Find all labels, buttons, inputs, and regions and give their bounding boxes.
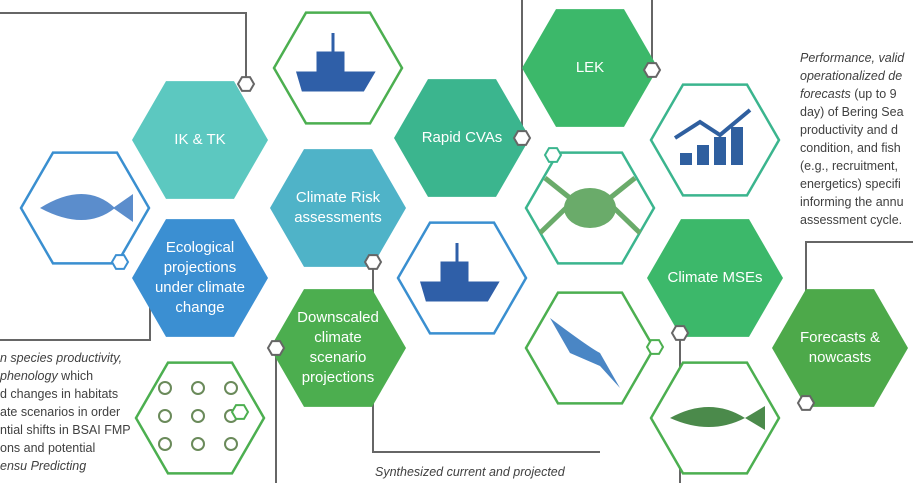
hexagon xyxy=(394,79,530,197)
hexagon xyxy=(522,9,658,127)
note-line: ntial shifts in BSAI FMP xyxy=(0,423,130,437)
icon xyxy=(714,137,726,165)
bottom-note: Synthesized current and projected xyxy=(375,465,566,479)
node-label: nowcasts xyxy=(809,349,872,366)
icon xyxy=(224,437,238,451)
note-line: ensu Predicting xyxy=(0,459,86,473)
icon xyxy=(564,188,616,228)
icon xyxy=(158,381,172,395)
hexagon xyxy=(134,361,266,475)
icon-hex xyxy=(19,151,151,265)
node-label: projections xyxy=(164,259,237,276)
node-label: Climate Risk xyxy=(296,189,381,206)
icon-hex xyxy=(524,291,656,405)
marker-hex xyxy=(236,76,256,92)
node: LEK xyxy=(522,9,658,127)
node-label: LEK xyxy=(576,59,604,76)
note-line: n species productivity, xyxy=(0,351,122,365)
marker-hex xyxy=(266,340,286,356)
node-label: assessments xyxy=(294,209,382,226)
icon xyxy=(191,381,205,395)
marker-hex xyxy=(796,395,816,411)
icon xyxy=(731,127,743,165)
note-line: productivity and d xyxy=(800,123,898,137)
icon-hex xyxy=(524,151,656,265)
marker-hex xyxy=(110,254,130,270)
note-line: ons and potential xyxy=(0,441,95,455)
node-label: Downscaled xyxy=(297,309,379,326)
note-line: ate scenarios in order xyxy=(0,405,120,419)
icon-hex xyxy=(272,11,404,125)
icon xyxy=(697,145,709,165)
icon xyxy=(158,437,172,451)
icon xyxy=(224,381,238,395)
node-label: projections xyxy=(302,369,375,386)
icon xyxy=(419,243,500,302)
node-label: Rapid CVAs xyxy=(422,129,503,146)
hexagon xyxy=(270,149,406,267)
node-label: climate xyxy=(314,329,362,346)
icon-hex xyxy=(649,83,781,197)
node: IK & TK xyxy=(132,81,268,199)
node: Rapid CVAs xyxy=(394,79,530,197)
note-line: d changes in habitats xyxy=(0,387,118,401)
icon xyxy=(680,153,692,165)
node: Downscaled climate scenario projections xyxy=(270,289,406,407)
hexagon xyxy=(270,289,406,407)
hexagon xyxy=(772,289,908,407)
connector xyxy=(0,290,151,341)
icon xyxy=(191,437,205,451)
hexagon xyxy=(132,81,268,199)
note-line: assessment cycle. xyxy=(800,213,902,227)
left-note: n species productivity, phenology which … xyxy=(0,351,134,473)
note-line: energetics) specifi xyxy=(800,177,901,191)
icon xyxy=(191,409,205,423)
node-label: change xyxy=(175,299,224,316)
right-note: Performance, valid operationalized de fo… xyxy=(800,51,908,227)
note-line: condition, and fish xyxy=(800,141,901,155)
icon-hex xyxy=(649,361,781,475)
note-line: Performance, valid xyxy=(800,51,905,65)
connector xyxy=(0,12,247,84)
icon xyxy=(40,194,133,222)
node-label: Forecasts & xyxy=(800,329,880,346)
icon xyxy=(158,409,172,423)
marker-hex xyxy=(363,254,383,270)
node-label: IK & TK xyxy=(174,131,225,148)
marker-hex xyxy=(670,325,690,341)
marker-hex xyxy=(543,147,563,163)
hexagon xyxy=(647,219,783,337)
note-line: phenology xyxy=(0,369,58,383)
node: Ecological projections under climate change xyxy=(132,219,268,337)
marker-hex xyxy=(645,339,665,355)
node-label: Ecological xyxy=(166,239,234,256)
node: Climate MSEs xyxy=(647,219,783,337)
marker-hex xyxy=(230,404,250,420)
icon xyxy=(670,406,765,430)
icon-hex xyxy=(396,221,528,335)
marker-hex xyxy=(512,130,532,146)
node-label: scenario xyxy=(310,349,367,366)
note-line: forecasts xyxy=(800,87,851,101)
icon xyxy=(295,33,376,92)
node: Climate Risk assessments xyxy=(270,149,406,267)
icon xyxy=(538,176,642,235)
marker-hex xyxy=(642,62,662,78)
icon-hex xyxy=(134,361,266,475)
icon xyxy=(673,108,752,140)
node-label: under climate xyxy=(155,279,245,296)
note-line: day) of Bering Sea xyxy=(800,105,904,119)
note-line: (up to 9 xyxy=(851,87,897,101)
node-label: Climate MSEs xyxy=(667,269,762,286)
node: Forecasts & nowcasts xyxy=(772,289,908,407)
note-line: informing the annu xyxy=(800,195,904,209)
note-line: which xyxy=(58,369,93,383)
hexagon xyxy=(132,219,268,337)
note-line: operationalized de xyxy=(800,69,902,83)
icon xyxy=(550,318,620,388)
note-line: (e.g., recruitment, xyxy=(800,159,898,173)
